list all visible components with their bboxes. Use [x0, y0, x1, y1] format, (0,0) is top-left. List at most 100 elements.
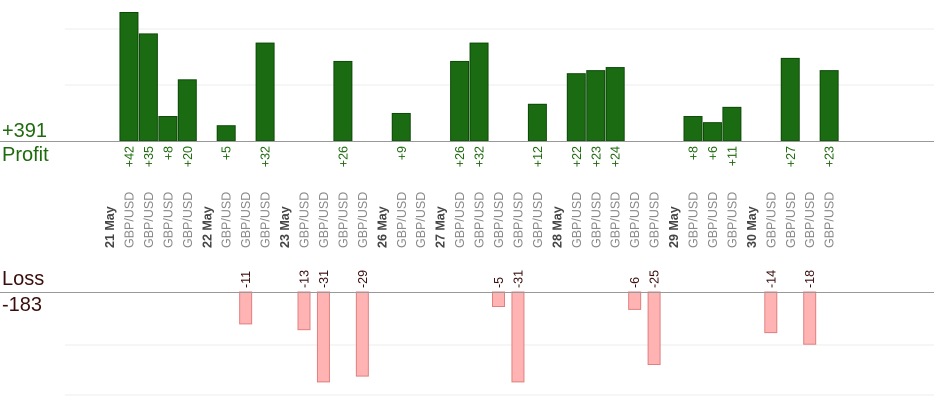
- profit-value-label: +12: [531, 146, 545, 167]
- pair-label: GBP/USD: [239, 192, 253, 248]
- profit-value-label: +11: [725, 146, 739, 166]
- pair-label: GBP/USD: [181, 192, 195, 248]
- pair-label: GBP/USD: [473, 192, 487, 248]
- loss-value-label: -31: [317, 270, 331, 288]
- pair-label: GBP/USD: [589, 192, 603, 248]
- profit-value-label: +42: [122, 146, 136, 167]
- pair-label: GBP/USD: [531, 192, 545, 248]
- loss-bar: [297, 291, 311, 331]
- profit-bar: [177, 79, 197, 142]
- pair-label: GBP/USD: [803, 192, 817, 248]
- profit-bar: [683, 116, 703, 142]
- pair-label: GBP/USD: [628, 192, 642, 248]
- loss-bars: [239, 291, 817, 383]
- pair-label: GBP/USD: [142, 192, 156, 248]
- loss-bar: [316, 291, 330, 383]
- pair-label: GBP/USD: [298, 192, 312, 248]
- loss-bar: [511, 291, 525, 383]
- pair-label: GBP/USD: [570, 192, 584, 248]
- profit-value-label: +27: [784, 146, 798, 167]
- profit-value-label: +8: [161, 146, 175, 160]
- pair-label: GBP/USD: [687, 192, 701, 248]
- loss-value-label: -6: [628, 277, 642, 288]
- profit-bar: [216, 125, 236, 142]
- profit-bar: [722, 106, 742, 142]
- loss-bar: [239, 291, 253, 325]
- date-label: 23 May: [278, 206, 292, 248]
- profit-value-label: +8: [687, 146, 701, 160]
- loss-value-label: -18: [803, 270, 817, 288]
- pair-label: GBP/USD: [414, 192, 428, 248]
- date-label: 26 May: [375, 206, 389, 248]
- loss-value-label: -29: [356, 270, 370, 288]
- loss-bar: [628, 291, 642, 310]
- date-label: 27 May: [434, 206, 448, 248]
- profit-value-label: +9: [395, 146, 409, 160]
- profit-bar: [450, 60, 470, 142]
- date-label: 29 May: [667, 206, 681, 248]
- pair-label: GBP/USD: [220, 192, 234, 248]
- profit-bar: [391, 112, 411, 142]
- pair-label: GBP/USD: [706, 192, 720, 248]
- pair-label: GBP/USD: [511, 192, 525, 248]
- loss-bar: [764, 291, 778, 334]
- loss-bar: [803, 291, 817, 345]
- profit-value-label: +20: [181, 146, 195, 167]
- profit-value-label: +23: [589, 146, 603, 167]
- pair-label: GBP/USD: [161, 192, 175, 248]
- loss-label: Loss: [2, 268, 45, 290]
- loss-value-label: -11: [239, 271, 253, 288]
- profit-value-label: +26: [336, 146, 350, 167]
- profit-value-label: +35: [142, 146, 156, 167]
- pair-label: GBP/USD: [492, 192, 506, 248]
- profit-value-label: +6: [706, 146, 720, 160]
- loss-value-label: -14: [764, 270, 778, 288]
- loss-total: -183: [2, 294, 43, 316]
- profit-bar: [605, 67, 625, 142]
- profit-bar: [780, 57, 800, 142]
- profit-value-label: +24: [609, 146, 623, 167]
- profit-value-label: +23: [823, 146, 837, 167]
- profit-value-label: +26: [453, 146, 467, 167]
- pair-label: GBP/USD: [648, 192, 662, 248]
- profit-value-label: +32: [259, 146, 273, 167]
- profit-bar: [333, 60, 353, 142]
- loss-value-label: -13: [298, 270, 312, 288]
- pair-label: GBP/USD: [317, 192, 331, 248]
- date-label: 22 May: [200, 206, 214, 248]
- loss-bar: [355, 291, 369, 377]
- date-label: 30 May: [745, 206, 759, 248]
- profit-bar: [255, 42, 275, 142]
- profit-value-label: +5: [220, 146, 234, 160]
- loss-value-label: -5: [492, 277, 506, 288]
- profit-bar: [138, 33, 158, 142]
- pair-label: GBP/USD: [784, 192, 798, 248]
- pair-label: GBP/USD: [259, 192, 273, 248]
- pair-label: GBP/USD: [336, 192, 350, 248]
- profit-value-label: +22: [570, 146, 584, 167]
- pair-label: GBP/USD: [823, 192, 837, 248]
- profit-bar: [702, 122, 722, 142]
- loss-bar: [492, 291, 505, 307]
- profit-bar: [819, 70, 839, 142]
- profit-bar: [158, 116, 178, 142]
- date-label: 21 May: [103, 206, 117, 248]
- profit-bar: [469, 42, 489, 142]
- loss-value-label: -25: [648, 270, 662, 288]
- profit-bar: [119, 11, 139, 142]
- pair-label: GBP/USD: [764, 192, 778, 248]
- profit-bars: [119, 11, 839, 142]
- loss-value-label: -31: [511, 270, 525, 288]
- pair-label: GBP/USD: [122, 192, 136, 248]
- pair-label: GBP/USD: [725, 192, 739, 248]
- date-label: 28 May: [550, 206, 564, 248]
- profit-bar: [586, 70, 606, 142]
- profit-value-label: +32: [473, 146, 487, 167]
- pair-label: GBP/USD: [609, 192, 623, 248]
- profit-bar: [527, 103, 547, 142]
- pair-label: GBP/USD: [453, 192, 467, 248]
- profit-label: Profit: [2, 144, 49, 166]
- profit-bar: [566, 73, 586, 142]
- profit-total: +391: [2, 120, 48, 142]
